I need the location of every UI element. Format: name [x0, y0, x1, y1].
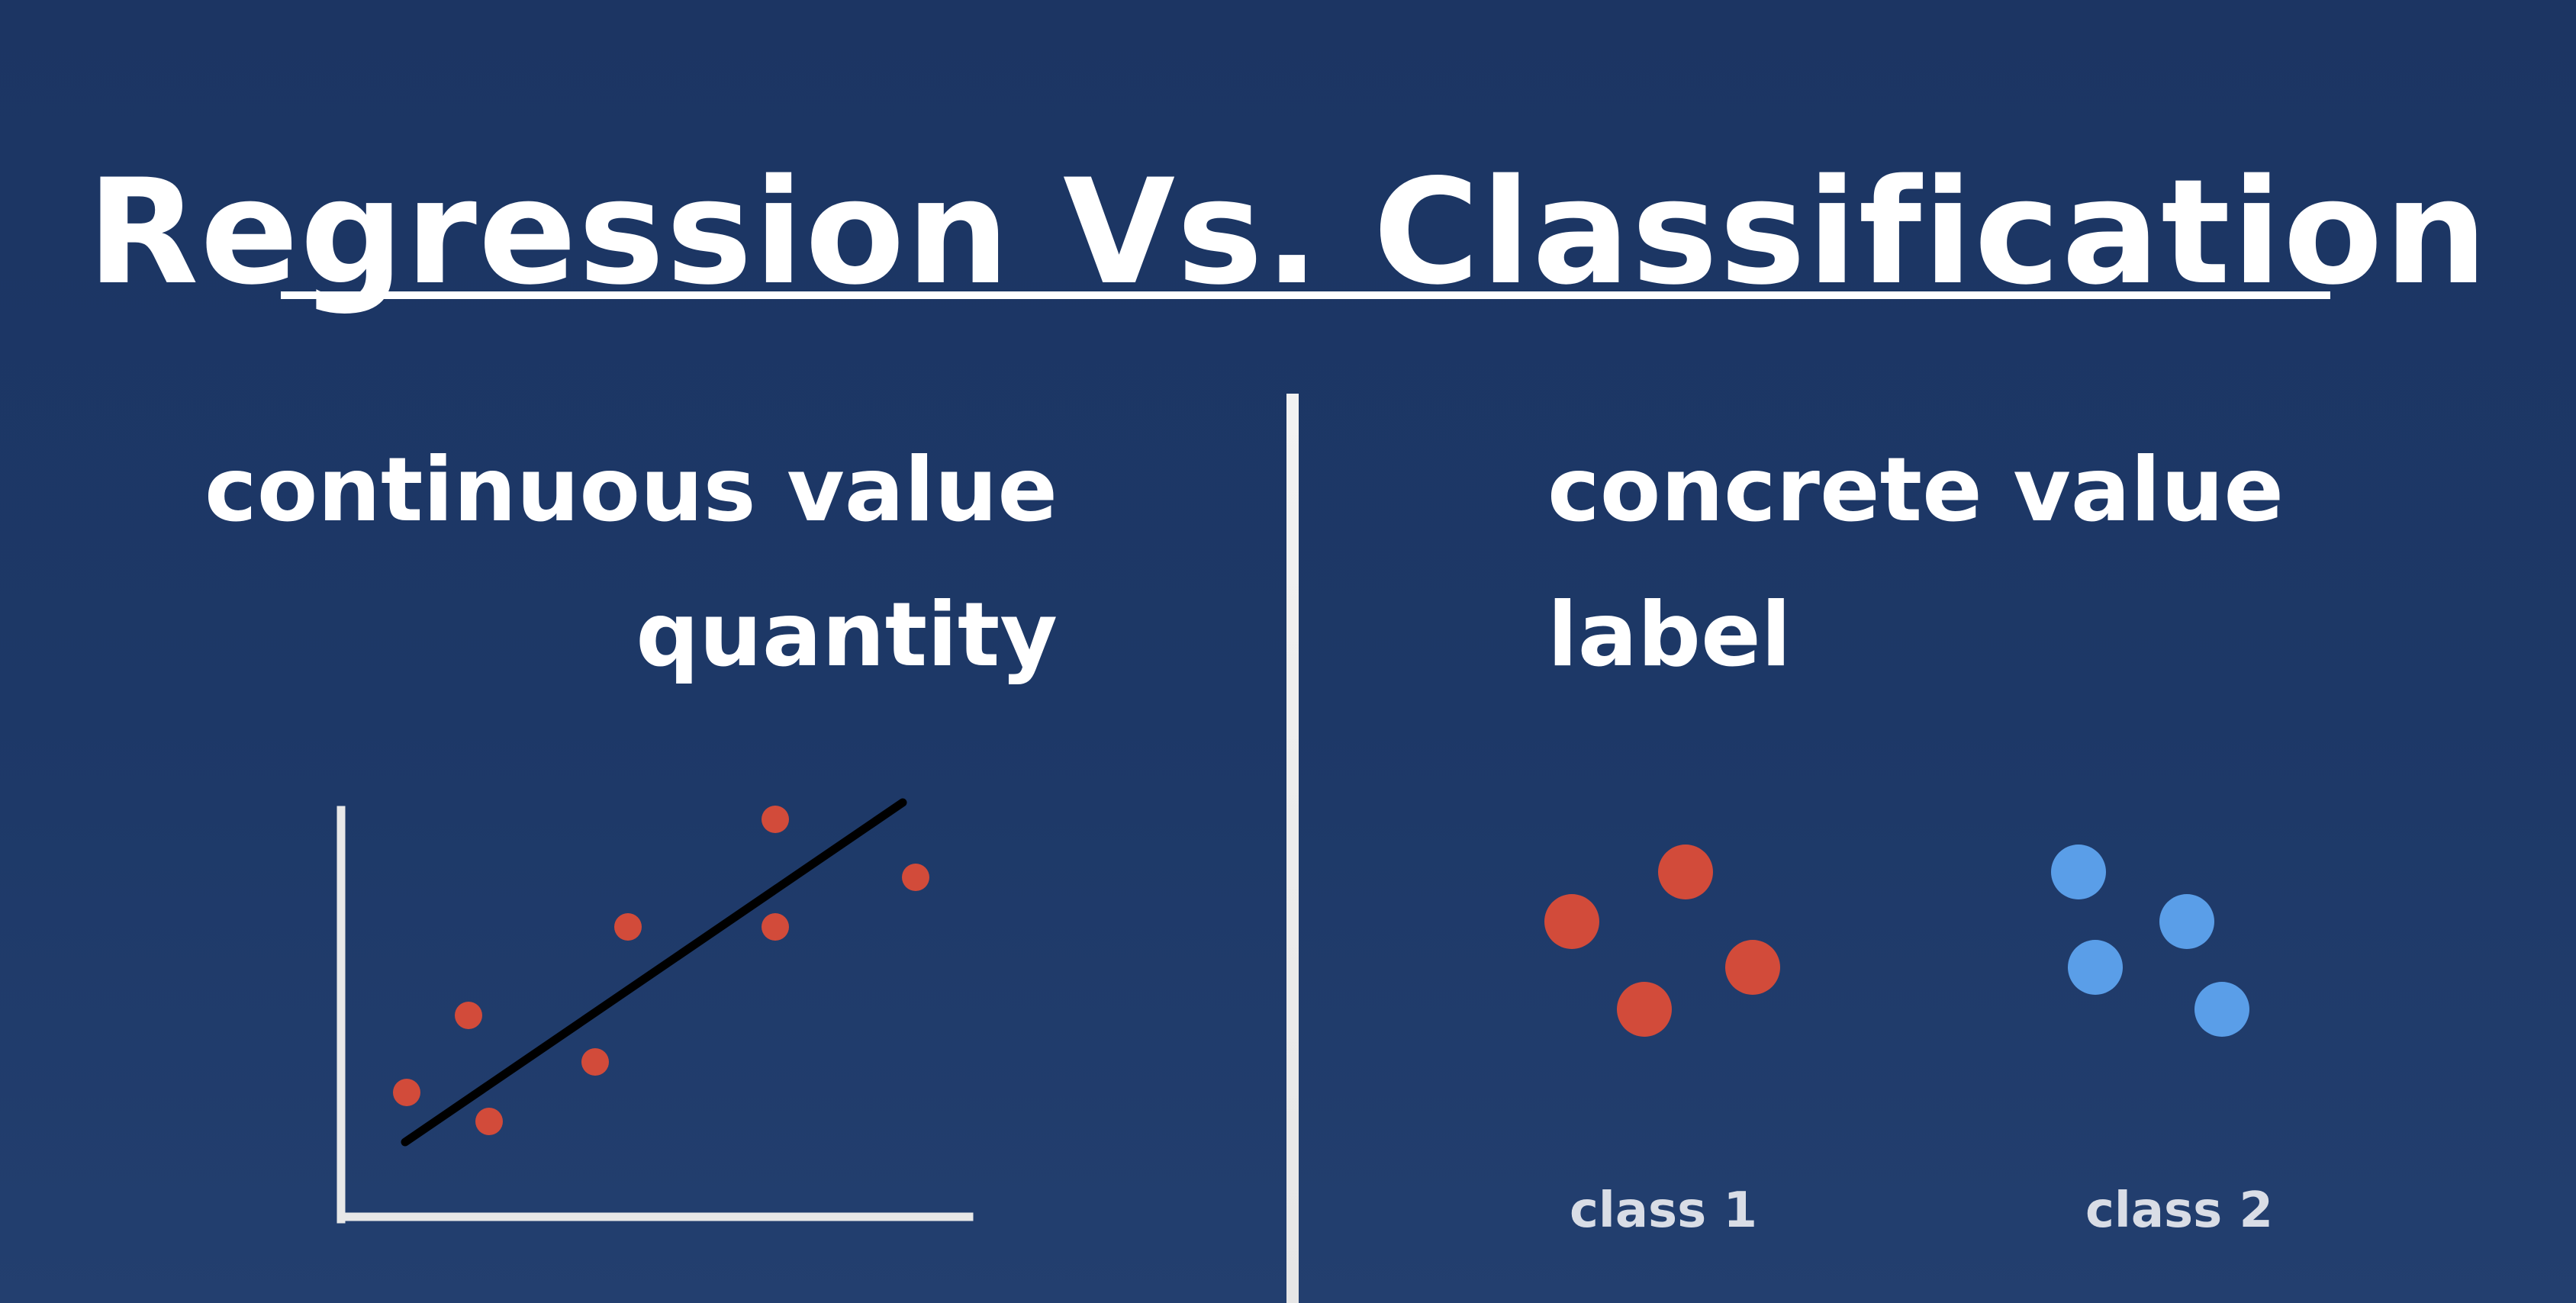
class-2-point — [2194, 982, 2249, 1037]
center-divider — [1286, 394, 1299, 1303]
regression-plot — [336, 798, 974, 1224]
regression-point — [393, 1079, 420, 1106]
regression-point — [902, 864, 929, 891]
regression-fit-line — [401, 798, 907, 1147]
class-1-point — [1617, 982, 1672, 1037]
classification-description: concrete value label — [1547, 418, 2284, 708]
class-1-point — [1658, 845, 1713, 899]
classification-line-2: label — [1547, 584, 1792, 687]
class-2-point — [2068, 940, 2123, 995]
class-2-cluster — [2051, 845, 2249, 1037]
regression-point — [475, 1108, 503, 1135]
regression-point — [581, 1048, 609, 1076]
slide-title: Regression Vs. Classification — [87, 148, 2489, 317]
class-2-point — [2051, 845, 2106, 899]
class-1-cluster — [1544, 845, 1780, 1037]
title-underline — [281, 291, 2330, 299]
regression-line-1: continuous value — [204, 439, 1058, 542]
regression-point — [455, 1002, 482, 1029]
class-2-label: class 2 — [2085, 1182, 2274, 1239]
regression-point — [762, 913, 789, 941]
regression-point — [762, 806, 789, 833]
classification-line-1: concrete value — [1547, 439, 2285, 542]
class-1-point — [1725, 940, 1780, 995]
regression-point — [614, 913, 642, 941]
class-1-label: class 1 — [1569, 1182, 1758, 1239]
regression-description: continuous value quantity — [204, 418, 1058, 708]
class-1-point — [1544, 894, 1599, 949]
class-2-point — [2159, 894, 2214, 949]
regression-line-2: quantity — [636, 584, 1058, 687]
